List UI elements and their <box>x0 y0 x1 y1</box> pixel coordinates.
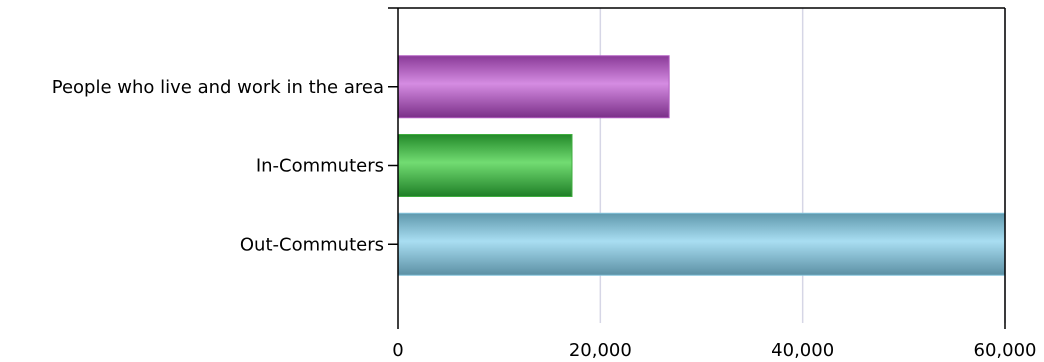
x-tick-label-3: 60,000 <box>974 340 1037 361</box>
x-tick-label-2: 40,000 <box>771 340 834 361</box>
bar-1 <box>397 134 573 197</box>
labels: People who live and work in the area In-C… <box>52 77 1037 361</box>
x-tick-label-0: 0 <box>392 340 403 361</box>
axes <box>388 7 1006 329</box>
bars <box>397 55 1006 276</box>
bar-0 <box>397 55 670 119</box>
x-tick-label-1: 20,000 <box>569 340 632 361</box>
y-tick-label-1: In-Commuters <box>256 156 384 177</box>
bar-2 <box>397 212 1006 276</box>
y-tick-label-2: Out-Commuters <box>240 234 384 255</box>
y-tick-label-0: People who live and work in the area <box>52 77 384 98</box>
